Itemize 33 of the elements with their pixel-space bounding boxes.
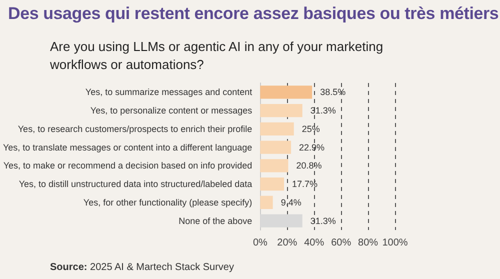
y-tick-label: Yes, to summarize messages and content <box>85 87 253 98</box>
data-label: 25% <box>302 124 320 134</box>
bar <box>260 122 294 136</box>
y-tick-label: Yes, to translate messages or content into a different language <box>2 142 252 152</box>
bar <box>260 159 288 172</box>
chart-subtitle: Are you using LLMs or agentic AI in any of your marketing workflows or automations? <box>50 38 384 74</box>
x-tick-label: 100% <box>382 238 408 248</box>
y-tick-label: Yes, to distill unstructured data into structured/labeled data <box>18 179 252 190</box>
chart-title: Des usages qui restent encore assez basiques ou très métiers <box>8 4 499 24</box>
y-tick-label: Yes, to personalize content or messages <box>90 106 253 116</box>
x-tick-label: 60% <box>331 238 352 248</box>
x-tick-label: 40% <box>304 238 324 248</box>
data-label: 20.8% <box>296 160 322 171</box>
data-label: 31.3% <box>310 106 336 116</box>
bar <box>260 140 292 154</box>
y-tick-label: None of the above <box>178 216 252 226</box>
bar <box>260 214 302 228</box>
y-tick-label: Yes, to make or recommend a decision based on info provided <box>3 160 252 171</box>
x-tick-label: 0% <box>252 238 268 248</box>
x-tick-label: 80% <box>358 238 378 248</box>
y-tick-label: Yes, to research customers/prospects to enrich their profile <box>18 124 252 134</box>
y-tick-label: Yes, for other functionality (please specify) <box>83 197 252 208</box>
bar <box>260 177 284 191</box>
data-label: 38.5% <box>320 87 346 98</box>
data-label: 22.9% <box>299 142 325 152</box>
bar <box>260 86 312 99</box>
data-label: 17.7% <box>292 179 318 190</box>
data-label: 31.3% <box>310 216 336 226</box>
bar <box>260 104 302 118</box>
x-tick-label: 20% <box>277 238 298 248</box>
data-label: 9.4% <box>280 197 302 208</box>
bar <box>260 196 273 210</box>
source-note: Source: 2025 AI & Martech Stack Survey <box>50 262 234 273</box>
